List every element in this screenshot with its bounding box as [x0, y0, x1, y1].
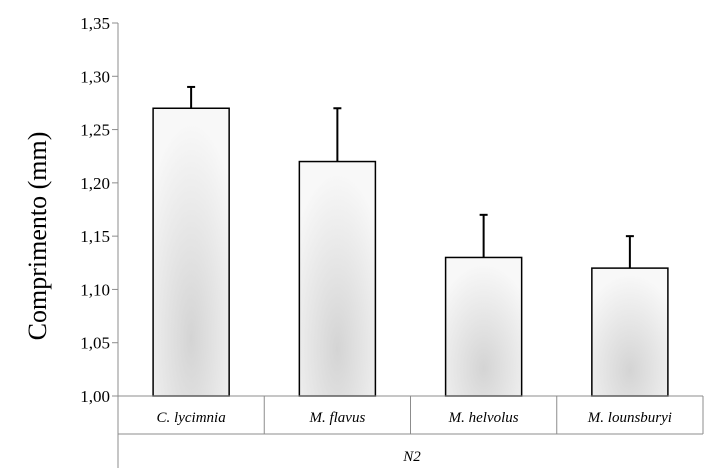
- bar: [298, 160, 377, 397]
- y-tick-label: 1,30: [80, 67, 110, 86]
- y-axis-title: Comprimento (mm): [23, 132, 52, 341]
- y-tick-label: 1,05: [80, 334, 110, 353]
- bar: [591, 267, 669, 397]
- bar: [444, 256, 523, 397]
- x-category-label: C. lycimnia: [157, 410, 226, 426]
- group-label-n2: N2: [402, 449, 421, 465]
- bar: [152, 107, 230, 397]
- x-axis: C. lycimnia M. flavus M. helvolus M. lounsb…: [117, 395, 704, 435]
- bars: [152, 85, 669, 397]
- x-category-label: M. flavus: [308, 410, 365, 426]
- y-tick-label: 1,00: [80, 387, 110, 406]
- y-tick-label: 1,20: [80, 174, 110, 193]
- y-axis: 1,00 1,05 1,10 1,15 1,20 1,25 1,30 1,35: [80, 14, 119, 468]
- y-tick-label: 1,35: [80, 14, 110, 33]
- x-category-label: M. lounsburyi: [587, 410, 672, 426]
- y-tick-label: 1,10: [80, 280, 110, 299]
- y-tick-label: 1,25: [80, 121, 110, 140]
- y-tick-label: 1,15: [80, 227, 110, 246]
- x-category-label: M. helvolus: [448, 410, 519, 426]
